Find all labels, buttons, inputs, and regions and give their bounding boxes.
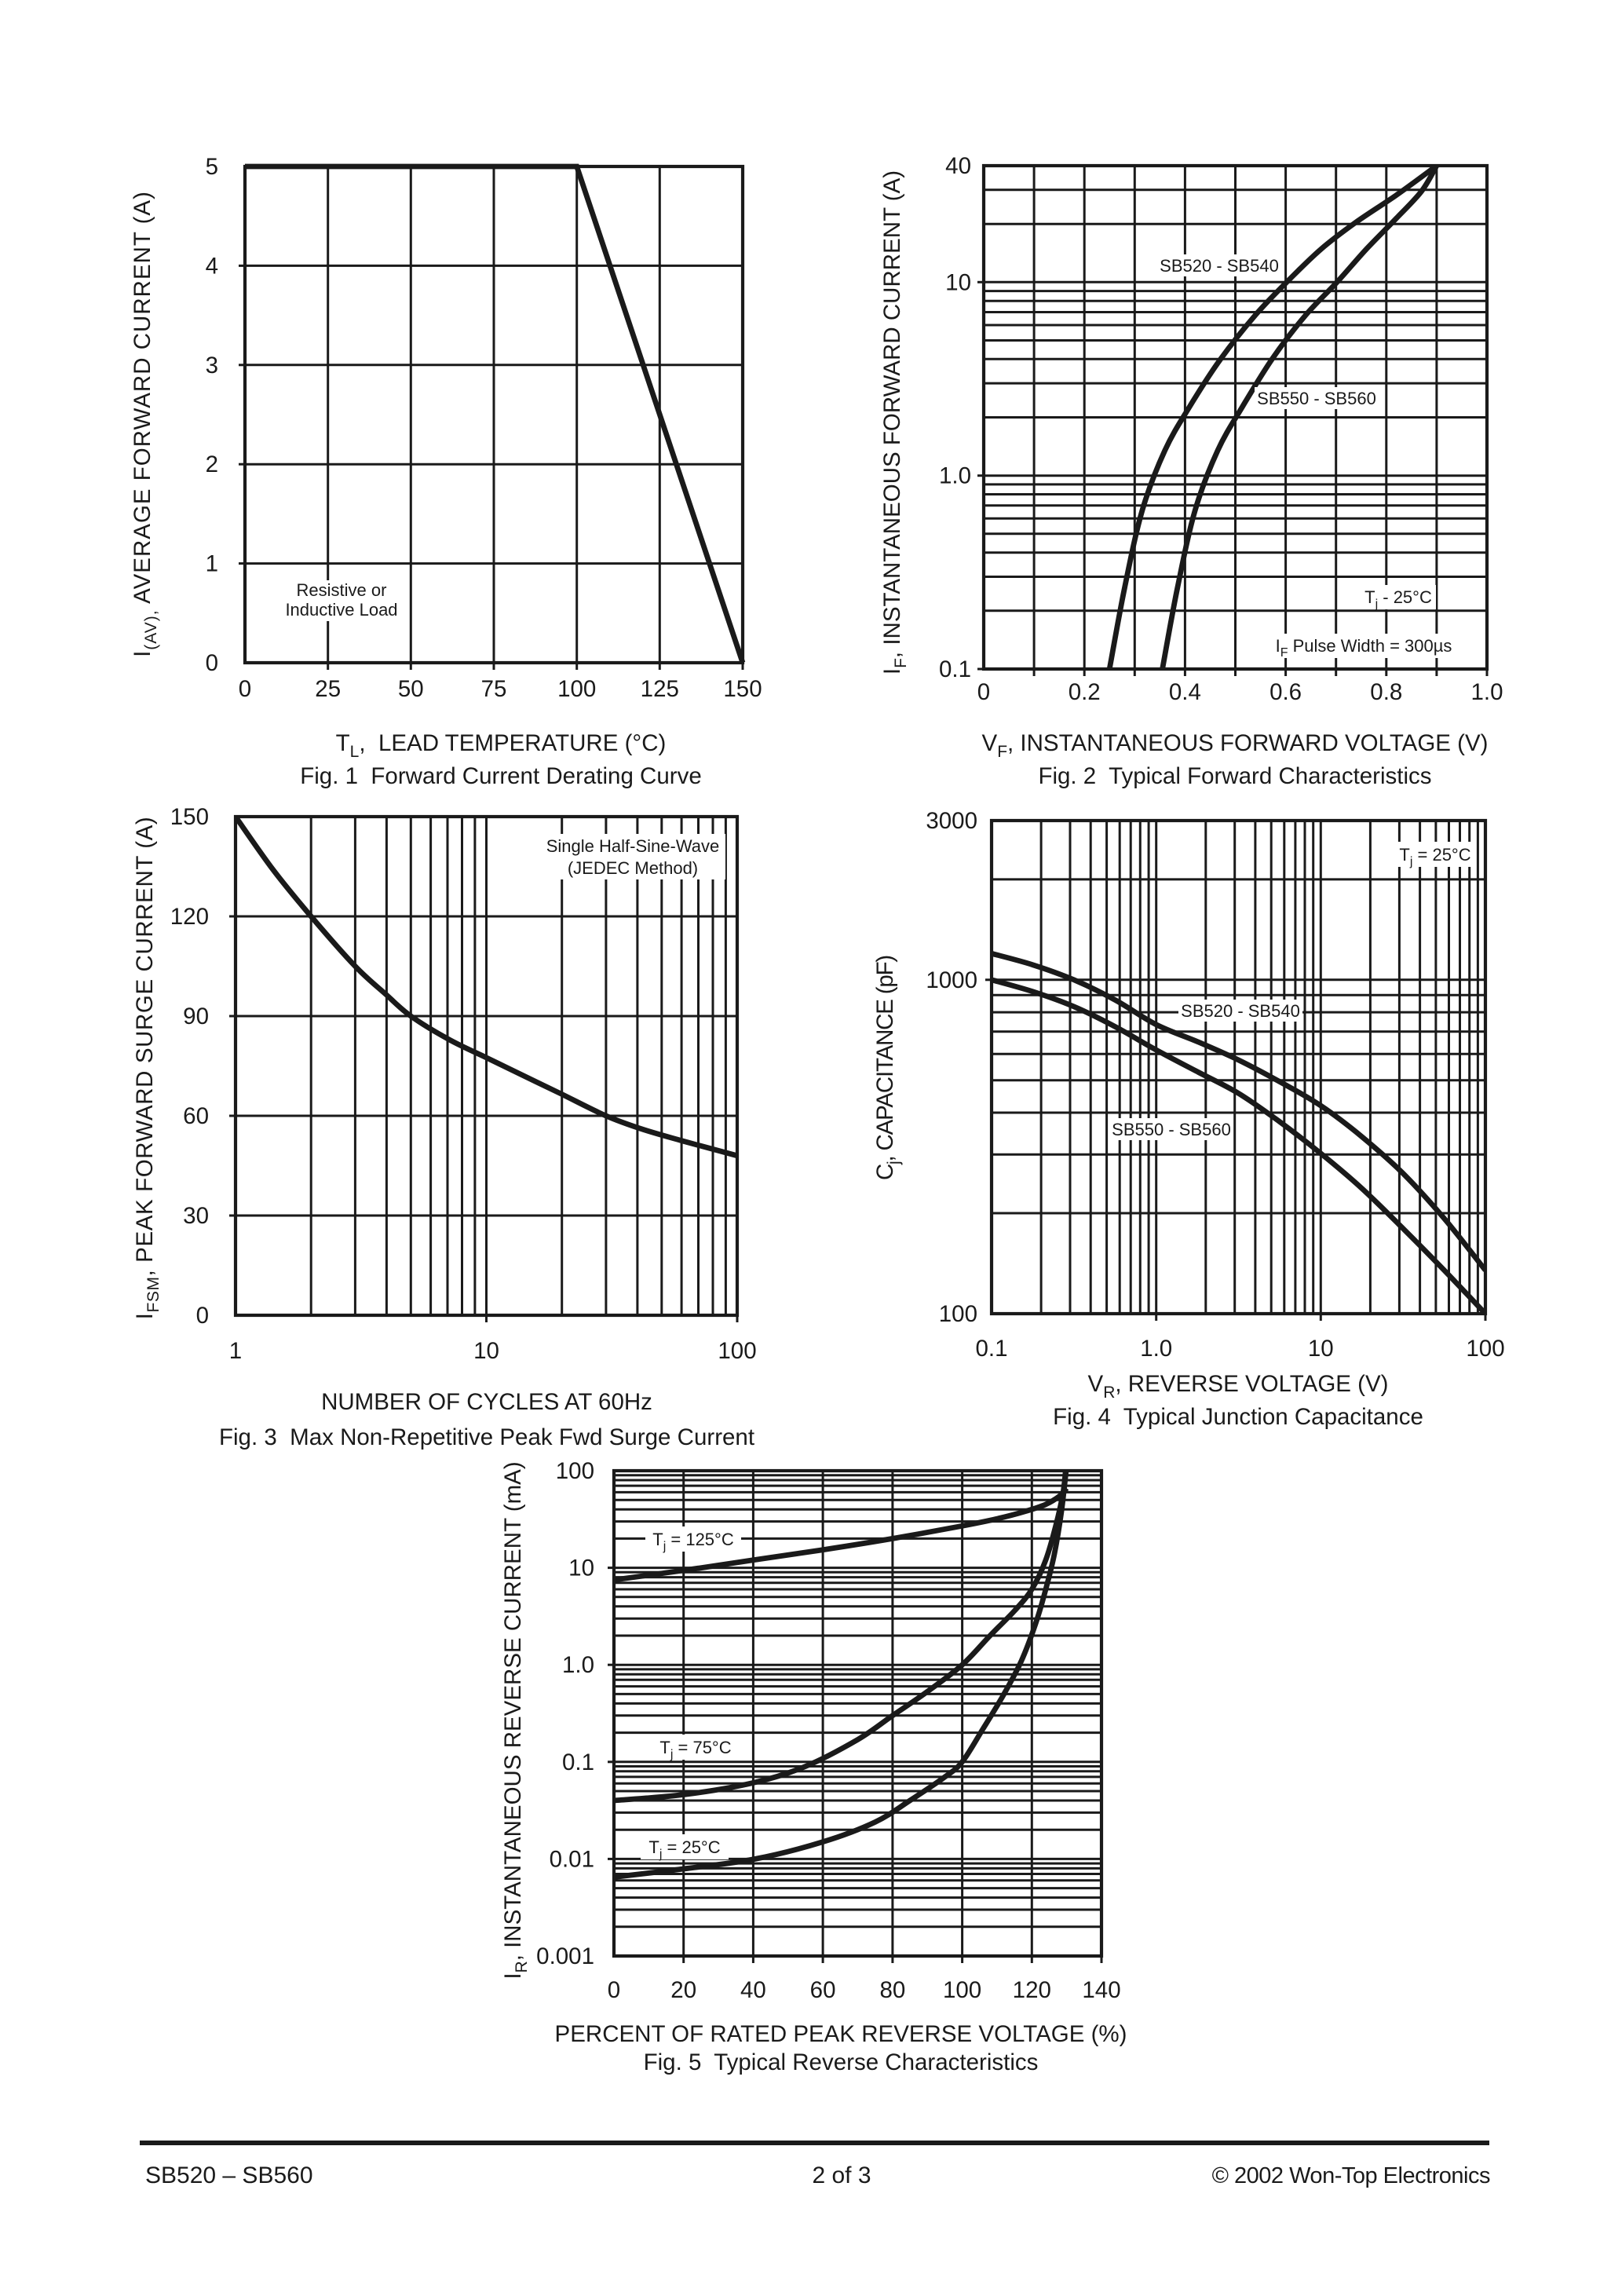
svg-text:1000: 1000 xyxy=(926,967,977,993)
svg-text:2: 2 xyxy=(206,452,218,477)
svg-text:0: 0 xyxy=(206,650,218,676)
svg-text:PERCENT OF RATED PEAK REVERSE: PERCENT OF RATED PEAK REVERSE VOLTAGE (%… xyxy=(555,2021,1127,2047)
svg-text:SB550 - SB560: SB550 - SB560 xyxy=(1112,1120,1231,1139)
svg-text:IR, INSTANTANEOUS REVERSE CURR: IR, INSTANTANEOUS REVERSE CURRENT (mA) xyxy=(500,1461,531,1979)
svg-text:75: 75 xyxy=(481,676,507,702)
svg-text:0.6: 0.6 xyxy=(1269,679,1302,705)
svg-text:0.8: 0.8 xyxy=(1370,679,1402,705)
svg-text:100: 100 xyxy=(943,1977,981,2003)
svg-text:150: 150 xyxy=(723,676,762,702)
svg-text:IF Pulse Width = 300µs: IF Pulse Width = 300µs xyxy=(1276,636,1452,660)
svg-text:1: 1 xyxy=(206,551,218,577)
svg-text:1.0: 1.0 xyxy=(1470,679,1503,705)
svg-text:Single Half-Sine-Wave: Single Half-Sine-Wave xyxy=(546,836,720,856)
svg-text:10: 10 xyxy=(568,1556,594,1581)
svg-text:0.1: 0.1 xyxy=(975,1336,1007,1362)
svg-text:© 2002 Won-Top Electronics: © 2002 Won-Top Electronics xyxy=(1212,2163,1490,2188)
svg-text:Tj = 75°C: Tj = 75°C xyxy=(659,1738,731,1761)
svg-text:0.2: 0.2 xyxy=(1069,679,1101,705)
svg-text:90: 90 xyxy=(183,1004,209,1029)
svg-text:0: 0 xyxy=(977,679,990,705)
svg-text:60: 60 xyxy=(183,1103,209,1129)
svg-text:125: 125 xyxy=(641,676,679,702)
svg-text:80: 80 xyxy=(879,1977,905,2003)
svg-text:0.4: 0.4 xyxy=(1169,679,1201,705)
svg-text:Tj = 25°C: Tj = 25°C xyxy=(648,1837,720,1861)
svg-text:120: 120 xyxy=(170,904,209,930)
svg-text:(JEDEC Method): (JEDEC Method) xyxy=(568,858,698,878)
svg-text:40: 40 xyxy=(945,153,971,179)
svg-text:2 of 3: 2 of 3 xyxy=(812,2163,871,2188)
svg-text:TL, LEAD TEMPERATURE (°C): TL, LEAD TEMPERATURE (°C) xyxy=(336,730,667,761)
svg-text:SB550 - SB560: SB550 - SB560 xyxy=(1257,389,1376,408)
svg-text:120: 120 xyxy=(1013,1977,1051,2003)
svg-text:1.0: 1.0 xyxy=(939,463,971,489)
svg-text:1: 1 xyxy=(229,1338,242,1364)
svg-text:10: 10 xyxy=(1308,1336,1334,1362)
svg-text:Fig. 2 Typical Forward Charac: Fig. 2 Typical Forward Characteristics xyxy=(1038,763,1431,789)
svg-text:50: 50 xyxy=(398,676,424,702)
svg-text:Tj = 25°C: Tj = 25°C xyxy=(1399,845,1470,868)
svg-text:Inductive Load: Inductive Load xyxy=(285,600,397,620)
svg-text:10: 10 xyxy=(945,269,971,295)
svg-text:150: 150 xyxy=(170,804,209,830)
svg-text:0.001: 0.001 xyxy=(536,1943,594,1969)
svg-text:5: 5 xyxy=(206,154,218,180)
svg-text:Resistive or: Resistive or xyxy=(297,580,387,600)
svg-text:NUMBER OF CYCLES AT 60Hz: NUMBER OF CYCLES AT 60Hz xyxy=(321,1389,652,1415)
svg-text:4: 4 xyxy=(206,253,218,279)
svg-text:VF, INSTANTANEOUS FORWARD VOLT: VF, INSTANTANEOUS FORWARD VOLTAGE (V) xyxy=(982,730,1489,761)
svg-text:100: 100 xyxy=(556,1458,594,1484)
svg-text:IF, INSTANTANEOUS FORWARD CURR: IF, INSTANTANEOUS FORWARD CURRENT (A) xyxy=(879,170,910,675)
svg-text:IFSM, PEAK FORWARD SURGE CURRE: IFSM, PEAK FORWARD SURGE CURRENT (A) xyxy=(132,817,163,1320)
svg-text:0.01: 0.01 xyxy=(550,1846,594,1872)
svg-text:0: 0 xyxy=(196,1303,209,1329)
svg-text:40: 40 xyxy=(740,1977,766,2003)
svg-text:VR, REVERSE VOLTAGE (V): VR, REVERSE VOLTAGE (V) xyxy=(1088,1371,1389,1402)
svg-text:Fig. 4 Typical Junction Capac: Fig. 4 Typical Junction Capacitance xyxy=(1053,1404,1423,1430)
svg-text:100: 100 xyxy=(939,1301,977,1327)
svg-text:30: 30 xyxy=(183,1203,209,1229)
svg-text:Fig. 1 Forward Current Derati: Fig. 1 Forward Current Derating Curve xyxy=(300,763,702,789)
svg-text:140: 140 xyxy=(1082,1977,1120,2003)
svg-text:SB520 - SB540: SB520 - SB540 xyxy=(1160,256,1279,276)
svg-text:1.0: 1.0 xyxy=(1140,1336,1172,1362)
svg-text:0.1: 0.1 xyxy=(562,1749,594,1775)
svg-text:Fig. 5 Typical Reverse Charac: Fig. 5 Typical Reverse Characteristics xyxy=(644,2049,1039,2075)
svg-text:I(AV), AVERAGE FORWARD CURRENT: I(AV), AVERAGE FORWARD CURRENT (A) xyxy=(130,191,160,657)
svg-text:Tj = 125°C: Tj = 125°C xyxy=(652,1530,734,1553)
svg-text:60: 60 xyxy=(810,1977,836,2003)
svg-text:100: 100 xyxy=(718,1338,756,1364)
svg-text:100: 100 xyxy=(1466,1336,1504,1362)
svg-text:0.1: 0.1 xyxy=(939,656,971,682)
svg-text:20: 20 xyxy=(670,1977,696,2003)
svg-text:10: 10 xyxy=(473,1338,499,1364)
svg-text:Cj, CAPACITANCE (pF): Cj, CAPACITANCE (pF) xyxy=(872,956,903,1180)
svg-text:SB520 – SB560: SB520 – SB560 xyxy=(145,2163,313,2188)
svg-text:3000: 3000 xyxy=(926,808,977,834)
svg-text:25: 25 xyxy=(315,676,341,702)
svg-text:3: 3 xyxy=(206,353,218,378)
svg-text:1.0: 1.0 xyxy=(562,1652,594,1678)
svg-text:0: 0 xyxy=(608,1977,620,2003)
svg-text:Fig. 3 Max Non-Repetitive Pea: Fig. 3 Max Non-Repetitive Peak Fwd Surge… xyxy=(219,1424,754,1450)
svg-text:Tj - 25°C: Tj - 25°C xyxy=(1364,587,1432,611)
svg-text:100: 100 xyxy=(557,676,596,702)
svg-text:SB520 - SB540: SB520 - SB540 xyxy=(1181,1001,1300,1021)
svg-text:0: 0 xyxy=(239,676,251,702)
